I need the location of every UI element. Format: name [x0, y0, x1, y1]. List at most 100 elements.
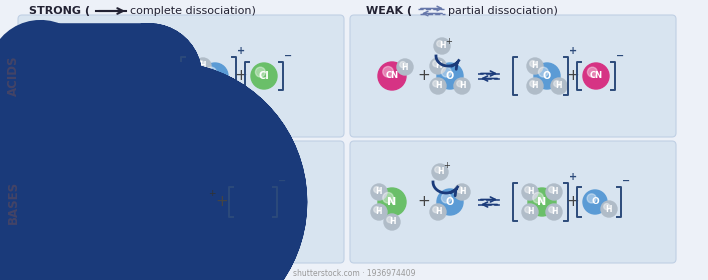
Text: H: H	[435, 207, 441, 216]
Circle shape	[441, 193, 451, 203]
Circle shape	[378, 188, 406, 216]
FancyBboxPatch shape	[350, 15, 676, 137]
Circle shape	[532, 192, 544, 203]
Circle shape	[53, 181, 63, 191]
Text: Na: Na	[194, 197, 206, 207]
Circle shape	[86, 201, 96, 211]
Circle shape	[80, 184, 96, 200]
Text: H: H	[70, 62, 76, 71]
Circle shape	[534, 63, 560, 89]
Text: +: +	[234, 69, 247, 83]
Circle shape	[79, 173, 86, 181]
Circle shape	[219, 78, 235, 94]
Text: H: H	[103, 62, 109, 71]
Circle shape	[604, 204, 610, 210]
Circle shape	[371, 204, 387, 220]
Circle shape	[551, 78, 567, 94]
Text: +: +	[569, 46, 577, 56]
Circle shape	[527, 78, 543, 94]
Text: H: H	[459, 81, 465, 90]
Text: $H_2O$: $H_2O$	[135, 190, 161, 206]
Text: O: O	[446, 71, 454, 81]
Circle shape	[83, 186, 88, 193]
Circle shape	[397, 59, 413, 75]
Text: H: H	[57, 220, 63, 228]
Text: CN: CN	[590, 71, 603, 81]
Text: H: H	[376, 207, 382, 216]
Circle shape	[525, 207, 531, 213]
Text: H: H	[437, 167, 443, 176]
Circle shape	[241, 194, 250, 203]
Circle shape	[432, 164, 448, 180]
Circle shape	[191, 193, 201, 203]
Circle shape	[251, 63, 277, 89]
Text: H: H	[435, 62, 441, 71]
Text: O: O	[211, 71, 219, 81]
Circle shape	[433, 207, 439, 213]
Circle shape	[437, 41, 442, 47]
Circle shape	[384, 214, 400, 230]
Text: H: H	[551, 188, 557, 197]
Text: N: N	[387, 197, 396, 207]
Text: +: +	[113, 36, 120, 45]
Circle shape	[554, 81, 560, 87]
Circle shape	[46, 62, 74, 90]
Text: +: +	[216, 195, 229, 209]
Text: +: +	[237, 46, 245, 56]
Circle shape	[522, 184, 538, 200]
Circle shape	[549, 186, 555, 193]
Text: +: +	[418, 195, 430, 209]
Circle shape	[549, 207, 555, 213]
Text: +: +	[566, 69, 579, 83]
Circle shape	[53, 217, 67, 231]
Circle shape	[67, 195, 76, 205]
Circle shape	[437, 189, 463, 215]
Circle shape	[237, 190, 261, 214]
Circle shape	[433, 81, 439, 87]
Text: H: H	[435, 81, 441, 90]
Text: H: H	[376, 188, 382, 197]
Circle shape	[434, 38, 450, 54]
Circle shape	[125, 81, 131, 87]
Text: H: H	[45, 194, 51, 200]
Text: STRONG (: STRONG (	[29, 6, 90, 16]
Text: O: O	[543, 71, 551, 81]
Circle shape	[374, 186, 379, 193]
FancyBboxPatch shape	[18, 15, 344, 137]
Text: complete dissociation): complete dissociation)	[130, 6, 256, 16]
Circle shape	[435, 167, 441, 173]
Text: BASES: BASES	[6, 180, 20, 223]
Circle shape	[525, 186, 531, 193]
Circle shape	[195, 58, 211, 74]
Circle shape	[64, 195, 71, 201]
Text: H: H	[556, 81, 562, 90]
Circle shape	[530, 81, 536, 87]
Text: ACIDS: ACIDS	[6, 56, 20, 96]
Text: Cl: Cl	[55, 71, 65, 81]
Text: H: H	[532, 81, 538, 90]
Text: +: +	[569, 172, 577, 182]
Text: O: O	[446, 197, 454, 207]
Circle shape	[383, 192, 394, 203]
Circle shape	[587, 194, 596, 203]
Circle shape	[110, 67, 120, 77]
Circle shape	[202, 63, 228, 89]
Text: H: H	[459, 188, 465, 197]
Circle shape	[378, 62, 406, 90]
Circle shape	[195, 78, 211, 94]
Circle shape	[546, 204, 562, 220]
Circle shape	[601, 201, 617, 217]
Circle shape	[62, 192, 78, 208]
FancyBboxPatch shape	[350, 141, 676, 263]
Text: WEAK (: WEAK (	[366, 6, 412, 16]
Circle shape	[49, 177, 75, 203]
Text: H: H	[527, 188, 533, 197]
Text: H: H	[67, 195, 73, 204]
Circle shape	[105, 41, 110, 47]
Circle shape	[62, 191, 88, 217]
Circle shape	[101, 81, 107, 87]
Text: +: +	[86, 69, 98, 83]
Circle shape	[187, 189, 213, 215]
Circle shape	[538, 67, 548, 77]
Text: +: +	[566, 195, 579, 209]
